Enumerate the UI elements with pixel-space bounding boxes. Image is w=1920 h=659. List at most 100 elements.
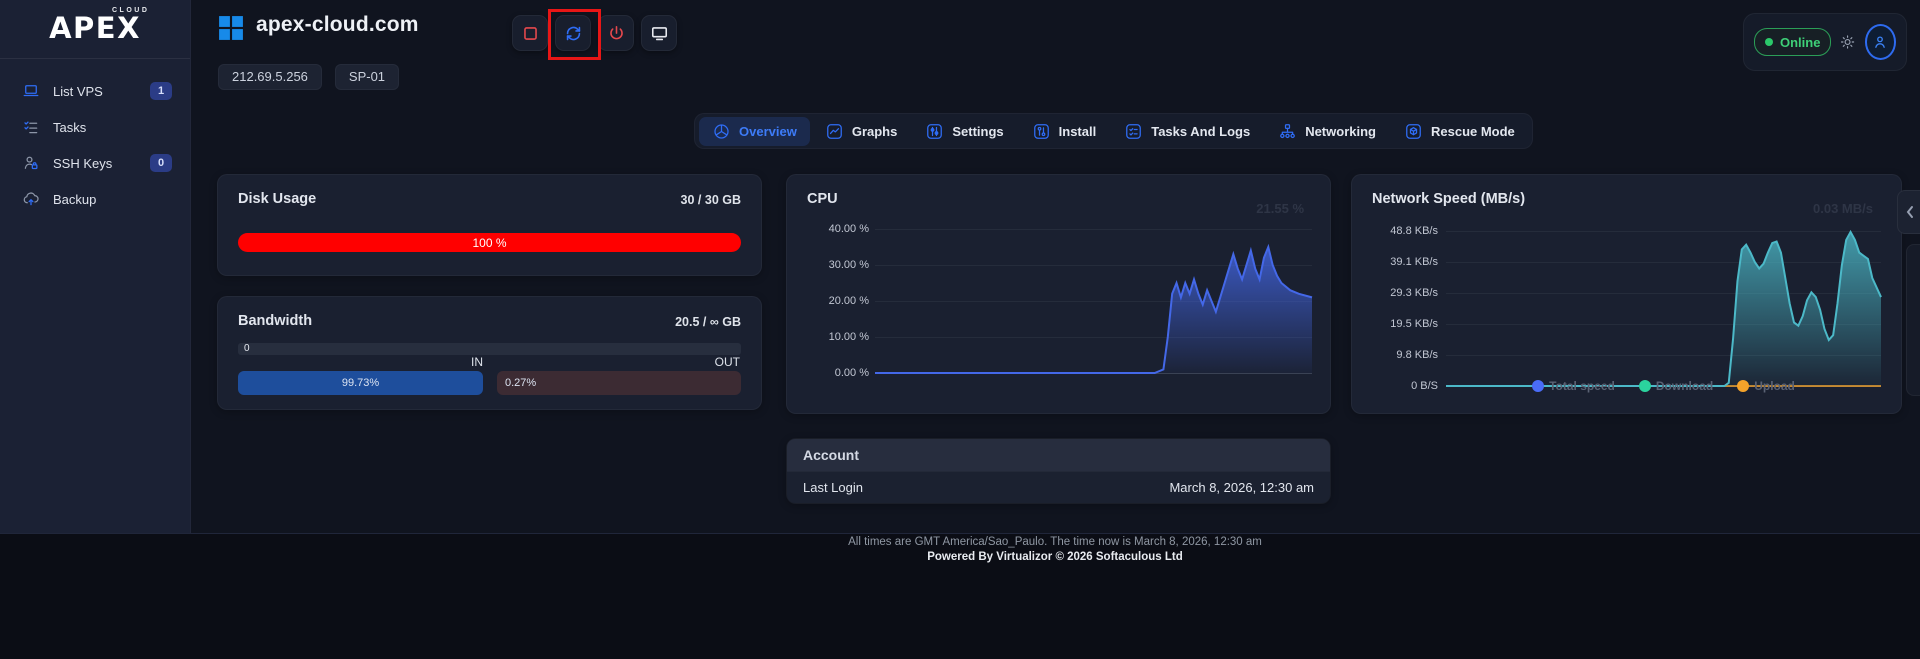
status-group: Online	[1743, 13, 1907, 71]
network-chart-card: Network Speed (MB/s) 48.8 KB/s 39.1 KB/s 2…	[1351, 174, 1902, 414]
legend-dot-icon	[1638, 380, 1651, 392]
bandwidth-card: Bandwidth 20.5 / ∞ GB 0 IN OUT 99.73% 0.…	[217, 296, 762, 410]
console-button[interactable]	[641, 15, 677, 51]
account-title: Account	[803, 447, 859, 463]
brand-text: APEX	[49, 11, 141, 45]
legend-dot-icon	[1737, 380, 1750, 392]
chart-watermark-value: 0.03 MB/s	[1813, 201, 1873, 216]
theme-toggle-sun-icon[interactable]	[1839, 32, 1856, 52]
tab-networking[interactable]: Networking	[1265, 117, 1389, 146]
y-axis-tick-label: 10.00 %	[828, 331, 869, 343]
grid-line	[1446, 355, 1881, 356]
online-dot-icon	[1765, 38, 1773, 46]
laptop-icon	[23, 85, 39, 97]
grid-line	[1446, 231, 1881, 232]
legend-label: Upload	[1754, 379, 1795, 393]
stop-button[interactable]	[512, 15, 548, 51]
sidebar-item-ssh-keys[interactable]: SSH Keys 0	[0, 145, 190, 181]
count-badge: 1	[150, 82, 172, 100]
tab-label: Graphs	[851, 123, 898, 139]
disk-usage-card: Disk Usage 30 / 30 GB 100 %	[217, 174, 762, 276]
tab-label: Rescue Mode	[1430, 123, 1515, 139]
tab-graphs[interactable]: Graphs	[812, 117, 911, 146]
collapsed-side-panel	[1906, 244, 1920, 396]
vm-node-chip: SP-01	[334, 64, 400, 90]
card-title: Bandwidth	[238, 313, 313, 329]
grid-line	[875, 337, 1312, 338]
account-row: Last Login March 8, 2026, 12:30 am	[787, 471, 1330, 503]
legend-item: Download	[1638, 379, 1714, 393]
sidebar-item-label: Tasks	[53, 119, 87, 135]
tab-overview[interactable]: Overview	[699, 116, 810, 146]
y-axis-tick-label: 9.8 KB/s	[1396, 349, 1438, 361]
disk-usage-bar-fill: 100 %	[238, 233, 741, 252]
power-off-button[interactable]	[598, 15, 634, 51]
overview-icon	[714, 123, 729, 139]
account-card-header: Account	[787, 439, 1330, 471]
footer-timezone-text: All times are GMT America/Sao_Paulo. The…	[848, 536, 1262, 548]
cpu-series-area	[875, 229, 1312, 373]
disk-usage-value: 30 / 30 GB	[680, 193, 741, 207]
cpu-chart-card: CPU 40.00 % 30.00 % 20.00 % 10.00 % 0.00 % 21…	[786, 174, 1331, 414]
vm-chips: 212.69.5.256 SP-01	[218, 64, 400, 90]
rescue-mode-icon	[1406, 123, 1421, 139]
card-title: Disk Usage	[238, 191, 317, 207]
last-login-label: Last Login	[803, 480, 863, 495]
tab-rescue-mode[interactable]: Rescue Mode	[1391, 117, 1528, 146]
bandwidth-out-percent: 0.27%	[505, 377, 537, 389]
grid-line	[1446, 293, 1881, 294]
sidebar-nav: List VPS 1 Tasks SSH Keys 0 Backup	[0, 59, 190, 217]
tab-settings[interactable]: Settings	[912, 117, 1016, 146]
y-axis-tick-label: 0 B/S	[1411, 380, 1438, 392]
power-icon	[609, 25, 623, 39]
networking-icon	[1280, 123, 1296, 138]
chart-legend: Total speed Download Upload	[1446, 378, 1881, 394]
y-axis-tick-label: 0.00 %	[834, 367, 869, 379]
online-status-badge: Online	[1754, 28, 1832, 56]
brand-subtext: CLOUD	[112, 7, 150, 14]
bandwidth-out-bar: 0.27%	[497, 371, 741, 395]
account-card: Account Last Login March 8, 2026, 12:30 …	[786, 438, 1331, 504]
user-avatar[interactable]	[1864, 24, 1896, 60]
y-axis-tick-label: 29.3 KB/s	[1390, 287, 1438, 299]
graphs-icon	[826, 123, 842, 139]
restart-button[interactable]	[555, 15, 591, 51]
chart-title: Network Speed (MB/s)	[1372, 191, 1526, 207]
sidebar-item-backup[interactable]: Backup	[0, 181, 190, 217]
bandwidth-out-label: OUT	[714, 355, 740, 369]
sidebar: APEX CLOUD List VPS 1 Tasks SSH Keys 0 B…	[0, 0, 191, 533]
restart-icon	[566, 26, 580, 40]
brand-logo[interactable]: APEX CLOUD	[0, 0, 190, 59]
sidebar-item-label: SSH Keys	[53, 155, 113, 171]
page-title: apex-cloud.com	[256, 13, 419, 36]
sidebar-item-tasks[interactable]: Tasks	[0, 109, 190, 145]
stop-icon	[523, 26, 537, 40]
tab-install[interactable]: Install	[1019, 117, 1110, 146]
grid-line	[875, 229, 1312, 230]
chart-title: CPU	[807, 191, 838, 207]
y-axis-tick-label: 39.1 KB/s	[1390, 256, 1438, 268]
tab-label: Settings	[952, 123, 1004, 139]
collapse-panel-handle[interactable]	[1897, 190, 1920, 234]
chart-watermark-value: 21.55 %	[1256, 201, 1304, 216]
vm-ip-chip: 212.69.5.256	[218, 64, 322, 90]
legend-dot-icon	[1532, 380, 1545, 392]
disk-usage-bar-track: 100 %	[238, 233, 741, 252]
y-axis-tick-label: 40.00 %	[828, 223, 869, 235]
bandwidth-in-percent: 99.73%	[341, 377, 380, 389]
chevron-left-icon	[1906, 206, 1913, 218]
legend-item: Upload	[1737, 379, 1795, 393]
bandwidth-used-bar: 0	[238, 343, 741, 355]
checklist-icon	[24, 121, 38, 134]
cloud-upload-icon	[23, 192, 39, 206]
install-icon	[1033, 123, 1049, 139]
grid-line	[1446, 262, 1881, 263]
app-surface: APEX CLOUD List VPS 1 Tasks SSH Keys 0 B…	[0, 0, 1920, 534]
user-key-icon	[24, 156, 38, 170]
cpu-chart: 40.00 % 30.00 % 20.00 % 10.00 % 0.00 % 21.55 …	[787, 175, 1330, 413]
tab-tasks-and-logs[interactable]: Tasks And Logs	[1111, 117, 1263, 146]
legend-item: Total speed	[1532, 379, 1615, 393]
sidebar-item-list-vps[interactable]: List VPS 1	[0, 73, 190, 109]
legend-label: Download	[1655, 379, 1714, 393]
y-axis-tick-label: 19.5 KB/s	[1390, 318, 1438, 330]
